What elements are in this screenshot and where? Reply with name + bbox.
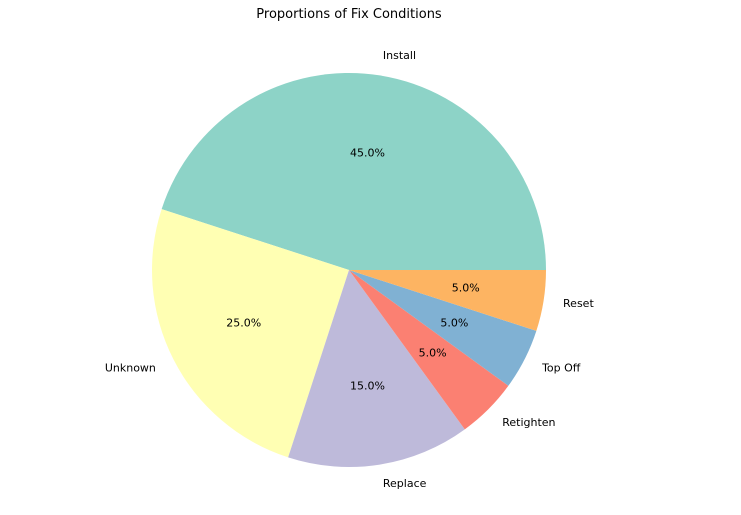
slice-pct-label-retighten: 5.0% — [419, 347, 447, 360]
pie-slice-retighten — [349, 270, 509, 430]
pie-slice-reset — [349, 270, 546, 331]
slice-label-unknown: Unknown — [105, 361, 156, 374]
pie-labels: Install 45.0% Unknown 25.0% Replace 15.0% Reti… — [105, 49, 595, 490]
slice-pct-label-install: 45.0% — [350, 146, 385, 159]
slice-label-top-off: Top Off — [541, 361, 581, 374]
slice-pct-label-unknown: 25.0% — [226, 317, 261, 330]
chart-title: Proportions of Fix Conditions — [256, 7, 442, 22]
pie-slices — [152, 73, 547, 468]
pie-slice-top-off — [349, 270, 537, 386]
slice-label-install: Install — [383, 49, 416, 62]
slice-label-reset: Reset — [563, 297, 594, 310]
slice-pct-label-reset: 5.0% — [452, 281, 480, 294]
slice-label-replace: Replace — [383, 477, 427, 490]
pie-slice-install — [161, 73, 547, 271]
slice-pct-label-replace: 15.0% — [350, 380, 385, 393]
slice-label-retighten: Retighten — [502, 416, 555, 429]
pie-slice-replace — [288, 270, 465, 468]
pie-slice-unknown — [152, 209, 349, 458]
slice-pct-label-top-off: 5.0% — [440, 317, 468, 330]
